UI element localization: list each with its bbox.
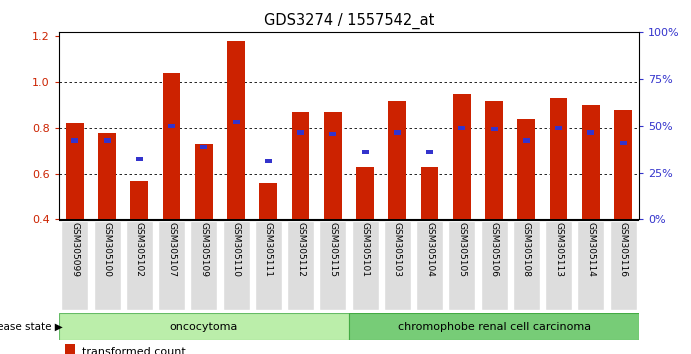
Bar xyxy=(255,221,282,310)
Bar xyxy=(577,221,605,310)
Text: GSM305115: GSM305115 xyxy=(328,222,337,277)
Bar xyxy=(357,167,374,219)
Bar xyxy=(518,119,535,219)
Text: GSM305102: GSM305102 xyxy=(135,222,144,277)
Bar xyxy=(227,41,245,219)
Bar xyxy=(61,221,88,310)
Bar xyxy=(394,131,401,135)
Bar xyxy=(233,120,240,124)
Bar xyxy=(297,131,304,135)
Bar xyxy=(416,221,443,310)
Bar xyxy=(480,221,508,310)
Text: oncocytoma: oncocytoma xyxy=(170,321,238,332)
Bar xyxy=(292,112,310,219)
Bar xyxy=(163,73,180,219)
Bar xyxy=(93,221,121,310)
Bar xyxy=(384,221,411,310)
Bar xyxy=(200,145,207,149)
Bar xyxy=(190,221,218,310)
Text: GSM305103: GSM305103 xyxy=(392,222,402,277)
Text: GSM305109: GSM305109 xyxy=(199,222,209,277)
Bar xyxy=(104,138,111,143)
Bar xyxy=(582,105,600,219)
Bar xyxy=(555,126,562,130)
Text: transformed count: transformed count xyxy=(82,347,186,354)
Bar xyxy=(59,313,349,340)
Bar xyxy=(349,313,639,340)
Bar xyxy=(491,127,498,131)
Text: GSM305111: GSM305111 xyxy=(264,222,273,277)
Bar xyxy=(614,110,632,219)
Bar xyxy=(319,221,346,310)
Text: GSM305099: GSM305099 xyxy=(70,222,79,277)
Bar xyxy=(620,141,627,145)
Bar xyxy=(131,181,148,219)
Bar xyxy=(259,183,277,219)
Bar xyxy=(513,221,540,310)
Text: GSM305106: GSM305106 xyxy=(489,222,499,277)
Bar xyxy=(158,221,185,310)
Bar xyxy=(98,132,116,219)
Text: GSM305108: GSM305108 xyxy=(522,222,531,277)
Bar xyxy=(485,101,503,219)
Text: GSM305113: GSM305113 xyxy=(554,222,563,277)
Bar xyxy=(287,221,314,310)
Bar xyxy=(324,112,341,219)
Bar xyxy=(352,221,379,310)
Text: GSM305100: GSM305100 xyxy=(102,222,112,277)
Bar xyxy=(523,138,530,143)
Title: GDS3274 / 1557542_at: GDS3274 / 1557542_at xyxy=(264,13,434,29)
Text: GSM305110: GSM305110 xyxy=(231,222,240,277)
Bar xyxy=(609,221,636,310)
Text: GSM305101: GSM305101 xyxy=(361,222,370,277)
Bar xyxy=(388,101,406,219)
Bar xyxy=(66,124,84,219)
Bar xyxy=(361,150,368,154)
Text: disease state ▶: disease state ▶ xyxy=(0,321,62,332)
Text: GSM305116: GSM305116 xyxy=(618,222,627,277)
Bar xyxy=(64,344,75,354)
Bar xyxy=(223,221,249,310)
Bar xyxy=(265,159,272,163)
Bar xyxy=(126,221,153,310)
Bar xyxy=(549,98,567,219)
Bar xyxy=(168,124,175,128)
Text: GSM305105: GSM305105 xyxy=(457,222,466,277)
Text: GSM305107: GSM305107 xyxy=(167,222,176,277)
Text: GSM305104: GSM305104 xyxy=(425,222,434,277)
Bar xyxy=(458,126,465,130)
Bar xyxy=(71,138,78,143)
Bar xyxy=(136,157,143,161)
Bar xyxy=(587,131,594,135)
Bar xyxy=(453,94,471,219)
Bar xyxy=(426,150,433,154)
Text: chromophobe renal cell carcinoma: chromophobe renal cell carcinoma xyxy=(397,321,591,332)
Bar xyxy=(195,144,213,219)
Text: GSM305112: GSM305112 xyxy=(296,222,305,277)
Bar xyxy=(448,221,475,310)
Bar xyxy=(545,221,572,310)
Bar xyxy=(421,167,438,219)
Bar xyxy=(330,132,337,136)
Text: GSM305114: GSM305114 xyxy=(586,222,596,277)
